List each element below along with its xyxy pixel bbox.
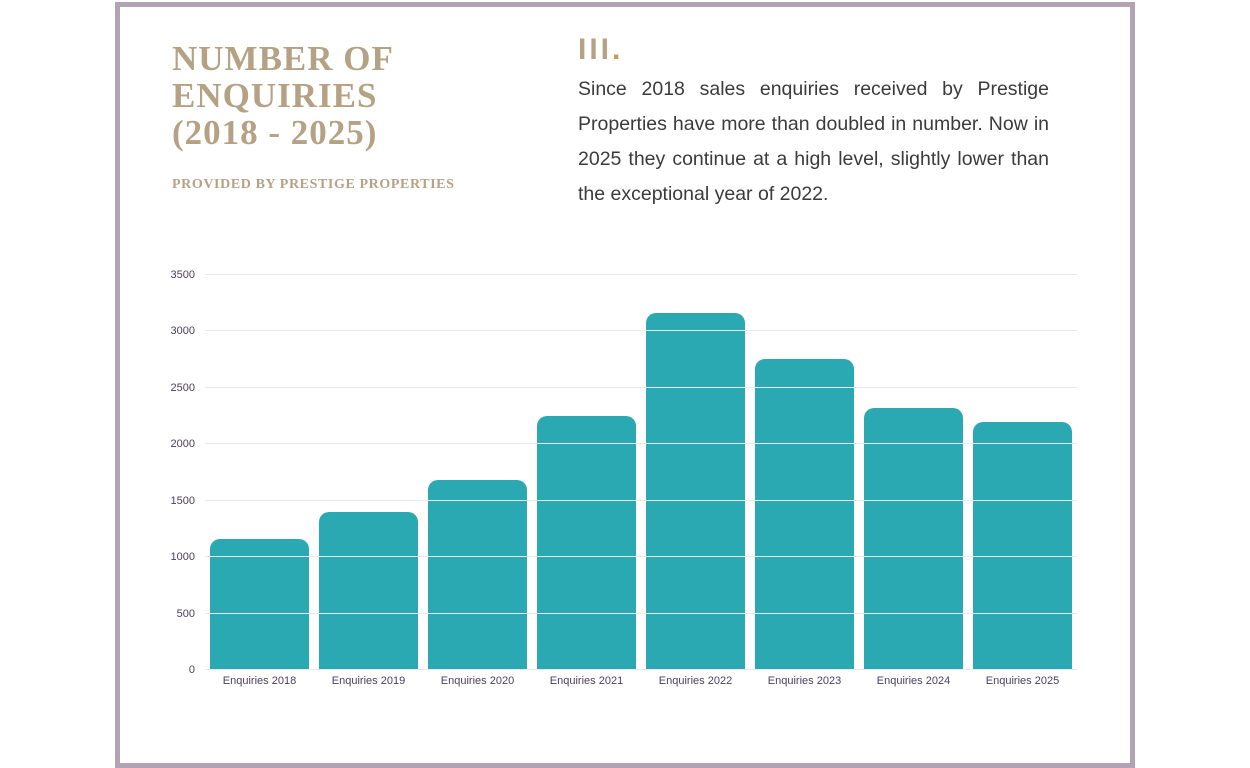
page-title: NUMBER OF ENQUIRIES (2018 - 2025) bbox=[172, 40, 394, 151]
page-title-line-3: (2018 - 2025) bbox=[172, 113, 378, 152]
page-title-line-1: NUMBER OF bbox=[172, 39, 394, 78]
page-subtitle: PROVIDED BY PRESTIGE PROPERTIES bbox=[172, 177, 455, 192]
section-heading-numeral: III bbox=[578, 33, 613, 66]
section-heading-dot: . bbox=[612, 33, 621, 66]
body-paragraph: Since 2018 sales enquiries received by P… bbox=[578, 78, 1049, 205]
page-title-line-2: ENQUIRIES bbox=[172, 76, 378, 115]
section-heading: III. bbox=[578, 33, 620, 67]
